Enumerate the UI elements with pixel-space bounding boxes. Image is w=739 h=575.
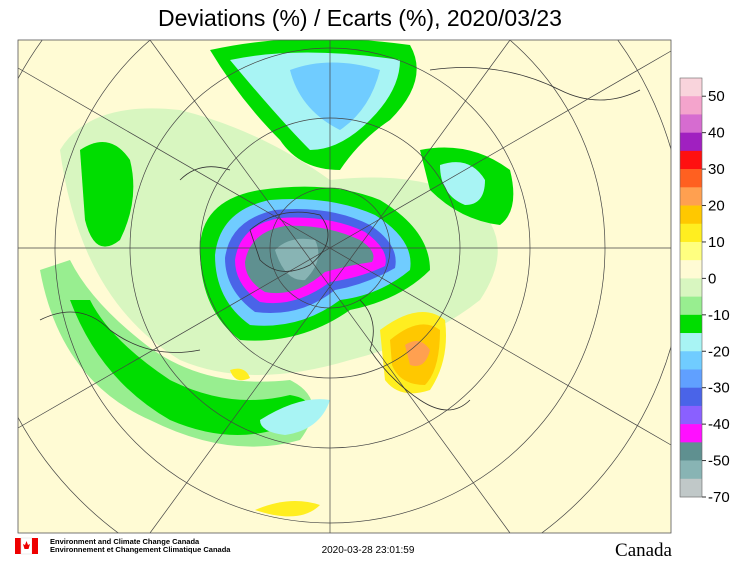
legend-swatch	[680, 424, 702, 443]
legend-swatch	[680, 114, 702, 133]
legend-label: -40	[708, 416, 730, 433]
legend-swatch	[680, 460, 702, 480]
legend-label: -50	[708, 453, 730, 470]
legend-label: -30	[708, 380, 730, 397]
legend-label: 30	[708, 161, 725, 178]
legend-label: 0	[708, 270, 716, 287]
legend-swatch	[680, 205, 702, 225]
agency-en: Environment and Climate Change Canada	[50, 537, 200, 546]
legend-swatch	[680, 314, 702, 334]
timestamp: 2020-03-28 23:01:59	[322, 545, 415, 556]
legend-swatch	[680, 241, 702, 261]
legend-swatch	[680, 442, 702, 461]
legend-swatch	[680, 405, 702, 425]
maple-leaf	[23, 541, 30, 549]
legend-label: -20	[708, 343, 730, 360]
legend-swatch	[680, 223, 702, 243]
legend-swatch	[680, 169, 702, 188]
legend-swatch	[680, 260, 702, 279]
map-title: Deviations (%) / Ecarts (%), 2020/03/23	[158, 5, 562, 31]
legend-swatch	[680, 478, 702, 498]
legend-swatch	[680, 78, 702, 97]
legend-swatch	[680, 187, 702, 206]
legend-swatch	[680, 387, 702, 407]
legend: 50 40 30 20 10 0 -10 -20 -30 -40 -50 -70	[679, 77, 730, 506]
legend-label: -10	[708, 307, 730, 324]
legend-frame	[679, 77, 703, 498]
legend-swatch	[680, 296, 702, 316]
flag-bar	[15, 538, 21, 554]
legend-swatch	[680, 150, 702, 170]
legend-swatch	[680, 333, 702, 352]
legend-label: 40	[708, 125, 725, 142]
legend-label: 20	[708, 198, 725, 215]
legend-swatch	[680, 96, 702, 115]
legend-label: -70	[708, 489, 730, 506]
legend-label: 10	[708, 234, 725, 251]
legend-swatch	[680, 278, 702, 297]
agency-fr: Environnement et Changement Climatique C…	[50, 545, 231, 554]
flag-bar	[32, 538, 38, 554]
legend-label: 50	[708, 88, 725, 105]
legend-swatch	[680, 132, 702, 152]
footer: Environment and Climate Change Canada En…	[15, 537, 673, 561]
map	[18, 40, 671, 533]
legend-swatch	[680, 351, 702, 370]
legend-swatch	[680, 369, 702, 388]
wordmark: Canada	[615, 540, 673, 561]
